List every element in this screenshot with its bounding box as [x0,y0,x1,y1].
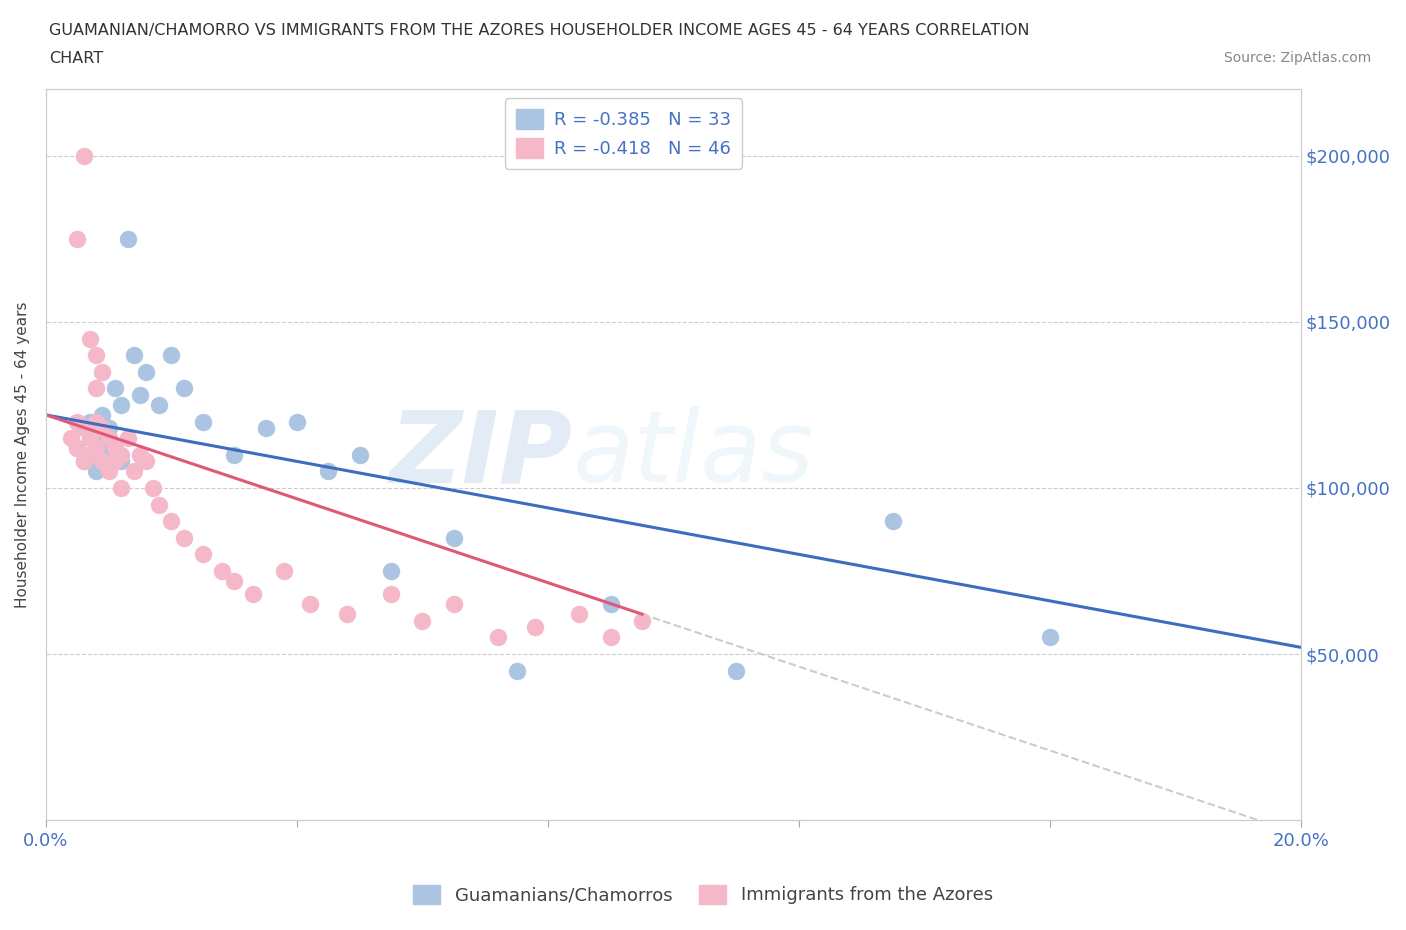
Point [84,348,107,363]
Point [486,630,509,644]
Y-axis label: Householder Income Ages 45 - 64 years: Householder Income Ages 45 - 64 years [15,301,30,608]
Point [160,348,183,363]
Point [443,530,465,545]
Text: CHART: CHART [49,51,103,66]
Point [72,420,94,435]
Point [117,232,139,246]
Text: GUAMANIAN/CHAMORRO VS IMMIGRANTS FROM THE AZORES HOUSEHOLDER INCOME AGES 45 - 64: GUAMANIAN/CHAMORRO VS IMMIGRANTS FROM TH… [49,23,1029,38]
Point [135,365,157,379]
Point [318,464,340,479]
Point [380,564,402,578]
Point [122,348,145,363]
Point [66,414,89,429]
Point [91,365,114,379]
Point [129,388,152,403]
Point [91,454,114,469]
Point [568,606,591,621]
Point [66,232,89,246]
Point [110,397,132,412]
Point [79,447,101,462]
Point [1039,630,1062,644]
Point [72,149,94,164]
Point [160,513,183,528]
Point [148,397,170,412]
Point [91,420,114,435]
Point [84,464,107,479]
Point [191,547,214,562]
Point [882,513,904,528]
Point [599,630,621,644]
Point [148,498,170,512]
Point [97,441,120,456]
Point [97,420,120,435]
Point [505,663,527,678]
Point [79,431,101,445]
Point [224,447,246,462]
Point [117,431,139,445]
Legend: Guamanians/Chamorros, Immigrants from the Azores: Guamanians/Chamorros, Immigrants from th… [406,877,1000,911]
Point [380,587,402,602]
Point [110,447,132,462]
Point [411,614,433,629]
Point [66,441,89,456]
Point [91,407,114,422]
Point [60,431,83,445]
Point [599,597,621,612]
Point [224,574,246,589]
Point [104,454,127,469]
Point [336,606,359,621]
Point [298,597,321,612]
Point [443,597,465,612]
Text: Source: ZipAtlas.com: Source: ZipAtlas.com [1223,51,1371,65]
Point [142,481,165,496]
Point [84,431,107,445]
Point [104,381,127,396]
Point [173,530,195,545]
Point [285,414,308,429]
Point [79,414,101,429]
Point [273,564,295,578]
Point [631,614,654,629]
Point [122,464,145,479]
Point [72,454,94,469]
Point [129,447,152,462]
Legend: R = -0.385   N = 33, R = -0.418   N = 46: R = -0.385 N = 33, R = -0.418 N = 46 [505,99,741,169]
Point [173,381,195,396]
Point [84,414,107,429]
Point [725,663,748,678]
Point [135,454,157,469]
Point [79,447,101,462]
Point [110,454,132,469]
Text: ZIP: ZIP [389,406,574,503]
Point [191,414,214,429]
Point [84,441,107,456]
Point [84,381,107,396]
Point [79,331,101,346]
Point [524,620,547,635]
Point [349,447,371,462]
Point [97,464,120,479]
Point [242,587,264,602]
Point [211,564,233,578]
Point [254,420,277,435]
Point [104,441,127,456]
Text: atlas: atlas [574,406,814,503]
Point [91,454,114,469]
Point [110,481,132,496]
Point [66,441,89,456]
Point [72,454,94,469]
Point [97,431,120,445]
